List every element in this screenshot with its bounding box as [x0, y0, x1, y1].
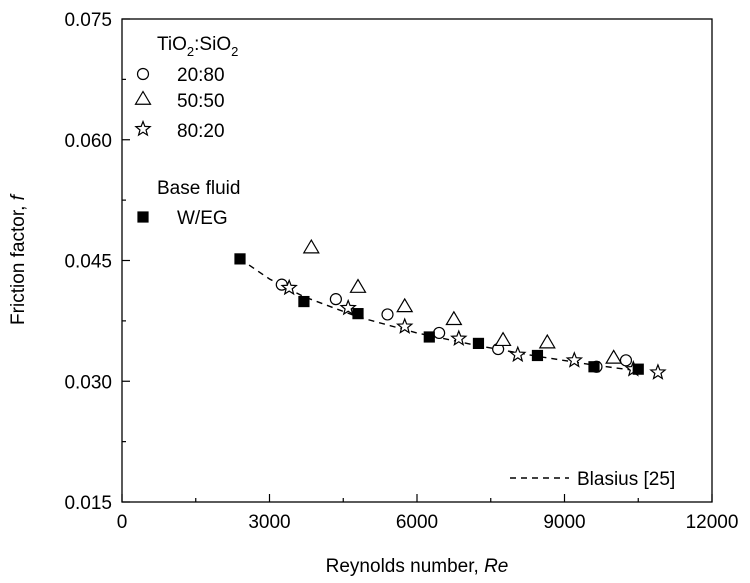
point-20-80: [433, 326, 446, 340]
point-80-20: [509, 345, 527, 363]
legend-label-50-50: 50:50: [177, 91, 225, 112]
point-20-80: [619, 354, 633, 367]
data-points: [234, 238, 667, 380]
x-tick-label: 0: [117, 512, 128, 533]
point-w-eg: [588, 361, 600, 373]
legend-marker-w-eg: [137, 211, 149, 223]
y-tick-label: 0.075: [64, 10, 112, 31]
point-80-20: [395, 317, 414, 334]
y-tick-label: 0.045: [64, 252, 112, 273]
legend: TiO2:SiO2 20:80 50:50 80:20 Base fluid W…: [134, 34, 675, 490]
legend-label-80-20: 80:20: [177, 121, 225, 142]
x-tick-label: 12000: [686, 512, 739, 533]
point-50-50: [605, 349, 623, 364]
point-80-20: [450, 329, 468, 347]
legend-label-blasius: Blasius [25]: [577, 469, 675, 490]
legend-label-20-80: 20:80: [177, 65, 225, 86]
point-w-eg: [531, 349, 544, 362]
point-w-eg: [423, 331, 435, 343]
legend-group1-title: TiO2:SiO2: [157, 34, 238, 59]
point-50-50: [396, 297, 414, 313]
point-20-80: [329, 293, 342, 306]
x-axis-title: Reynolds number, Re: [326, 556, 509, 577]
point-80-20: [649, 363, 667, 380]
legend-marker-50-50: [134, 90, 152, 105]
y-tick-label: 0.030: [64, 372, 112, 393]
legend-marker-20-80: [136, 67, 150, 81]
point-50-50: [445, 310, 463, 326]
legend-label-w-eg: W/EG: [177, 208, 228, 229]
point-80-20: [280, 278, 298, 296]
point-w-eg: [472, 337, 485, 350]
point-80-20: [339, 298, 357, 316]
point-50-50: [538, 333, 556, 349]
point-w-eg: [298, 295, 310, 308]
y-tick-label: 0.015: [64, 493, 112, 514]
blasius-line: [239, 258, 639, 372]
y-tick-label: 0.060: [64, 131, 112, 152]
legend-marker-80-20: [134, 119, 152, 137]
point-w-eg: [352, 308, 364, 320]
legend-group2-title: Base fluid: [157, 178, 240, 199]
legend-markers: [134, 67, 152, 223]
point-50-50: [494, 331, 512, 347]
y-axis-title: Friction factor, f: [8, 193, 29, 325]
x-tick-label: 6000: [396, 512, 438, 533]
point-20-80: [381, 308, 394, 321]
x-tick-label: 9000: [543, 512, 585, 533]
point-w-eg: [632, 363, 644, 375]
point-80-20: [565, 351, 584, 368]
point-w-eg: [234, 253, 246, 265]
x-tick-label: 3000: [248, 512, 290, 533]
blasius-reference-line: [239, 258, 639, 372]
point-50-50: [302, 238, 320, 254]
point-50-50: [349, 278, 367, 293]
axis-ticks: 0 3000 6000 9000 12000 0.015 0.030 0.045 0.060 0.…: [64, 10, 738, 533]
